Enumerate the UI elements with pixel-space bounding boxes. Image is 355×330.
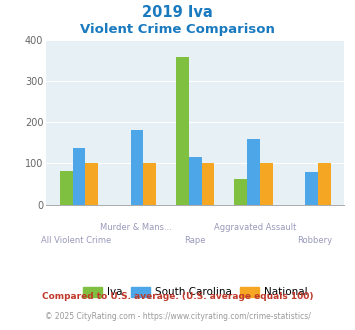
Bar [85, 163, 98, 205]
Text: 2019 Iva: 2019 Iva [142, 5, 213, 20]
Legend: Iva, South Carolina, National: Iva, South Carolina, National [79, 282, 312, 301]
Text: Violent Crime Comparison: Violent Crime Comparison [80, 23, 275, 36]
Bar [131, 130, 143, 205]
Bar [202, 163, 214, 205]
Bar [305, 172, 318, 205]
Bar [176, 57, 189, 205]
Text: Robbery: Robbery [297, 236, 332, 245]
Text: Murder & Mans...: Murder & Mans... [100, 223, 171, 232]
Bar [234, 179, 247, 205]
Text: Aggravated Assault: Aggravated Assault [214, 223, 296, 232]
Bar [189, 157, 202, 205]
Text: All Violent Crime: All Violent Crime [41, 236, 111, 245]
Text: © 2025 CityRating.com - https://www.cityrating.com/crime-statistics/: © 2025 CityRating.com - https://www.city… [45, 312, 310, 321]
Bar [260, 163, 273, 205]
Text: Compared to U.S. average. (U.S. average equals 100): Compared to U.S. average. (U.S. average … [42, 292, 313, 301]
Bar [318, 163, 331, 205]
Bar [247, 139, 260, 205]
Bar [143, 163, 156, 205]
Bar [60, 171, 72, 205]
Text: Rape: Rape [185, 236, 206, 245]
Bar [72, 148, 85, 205]
